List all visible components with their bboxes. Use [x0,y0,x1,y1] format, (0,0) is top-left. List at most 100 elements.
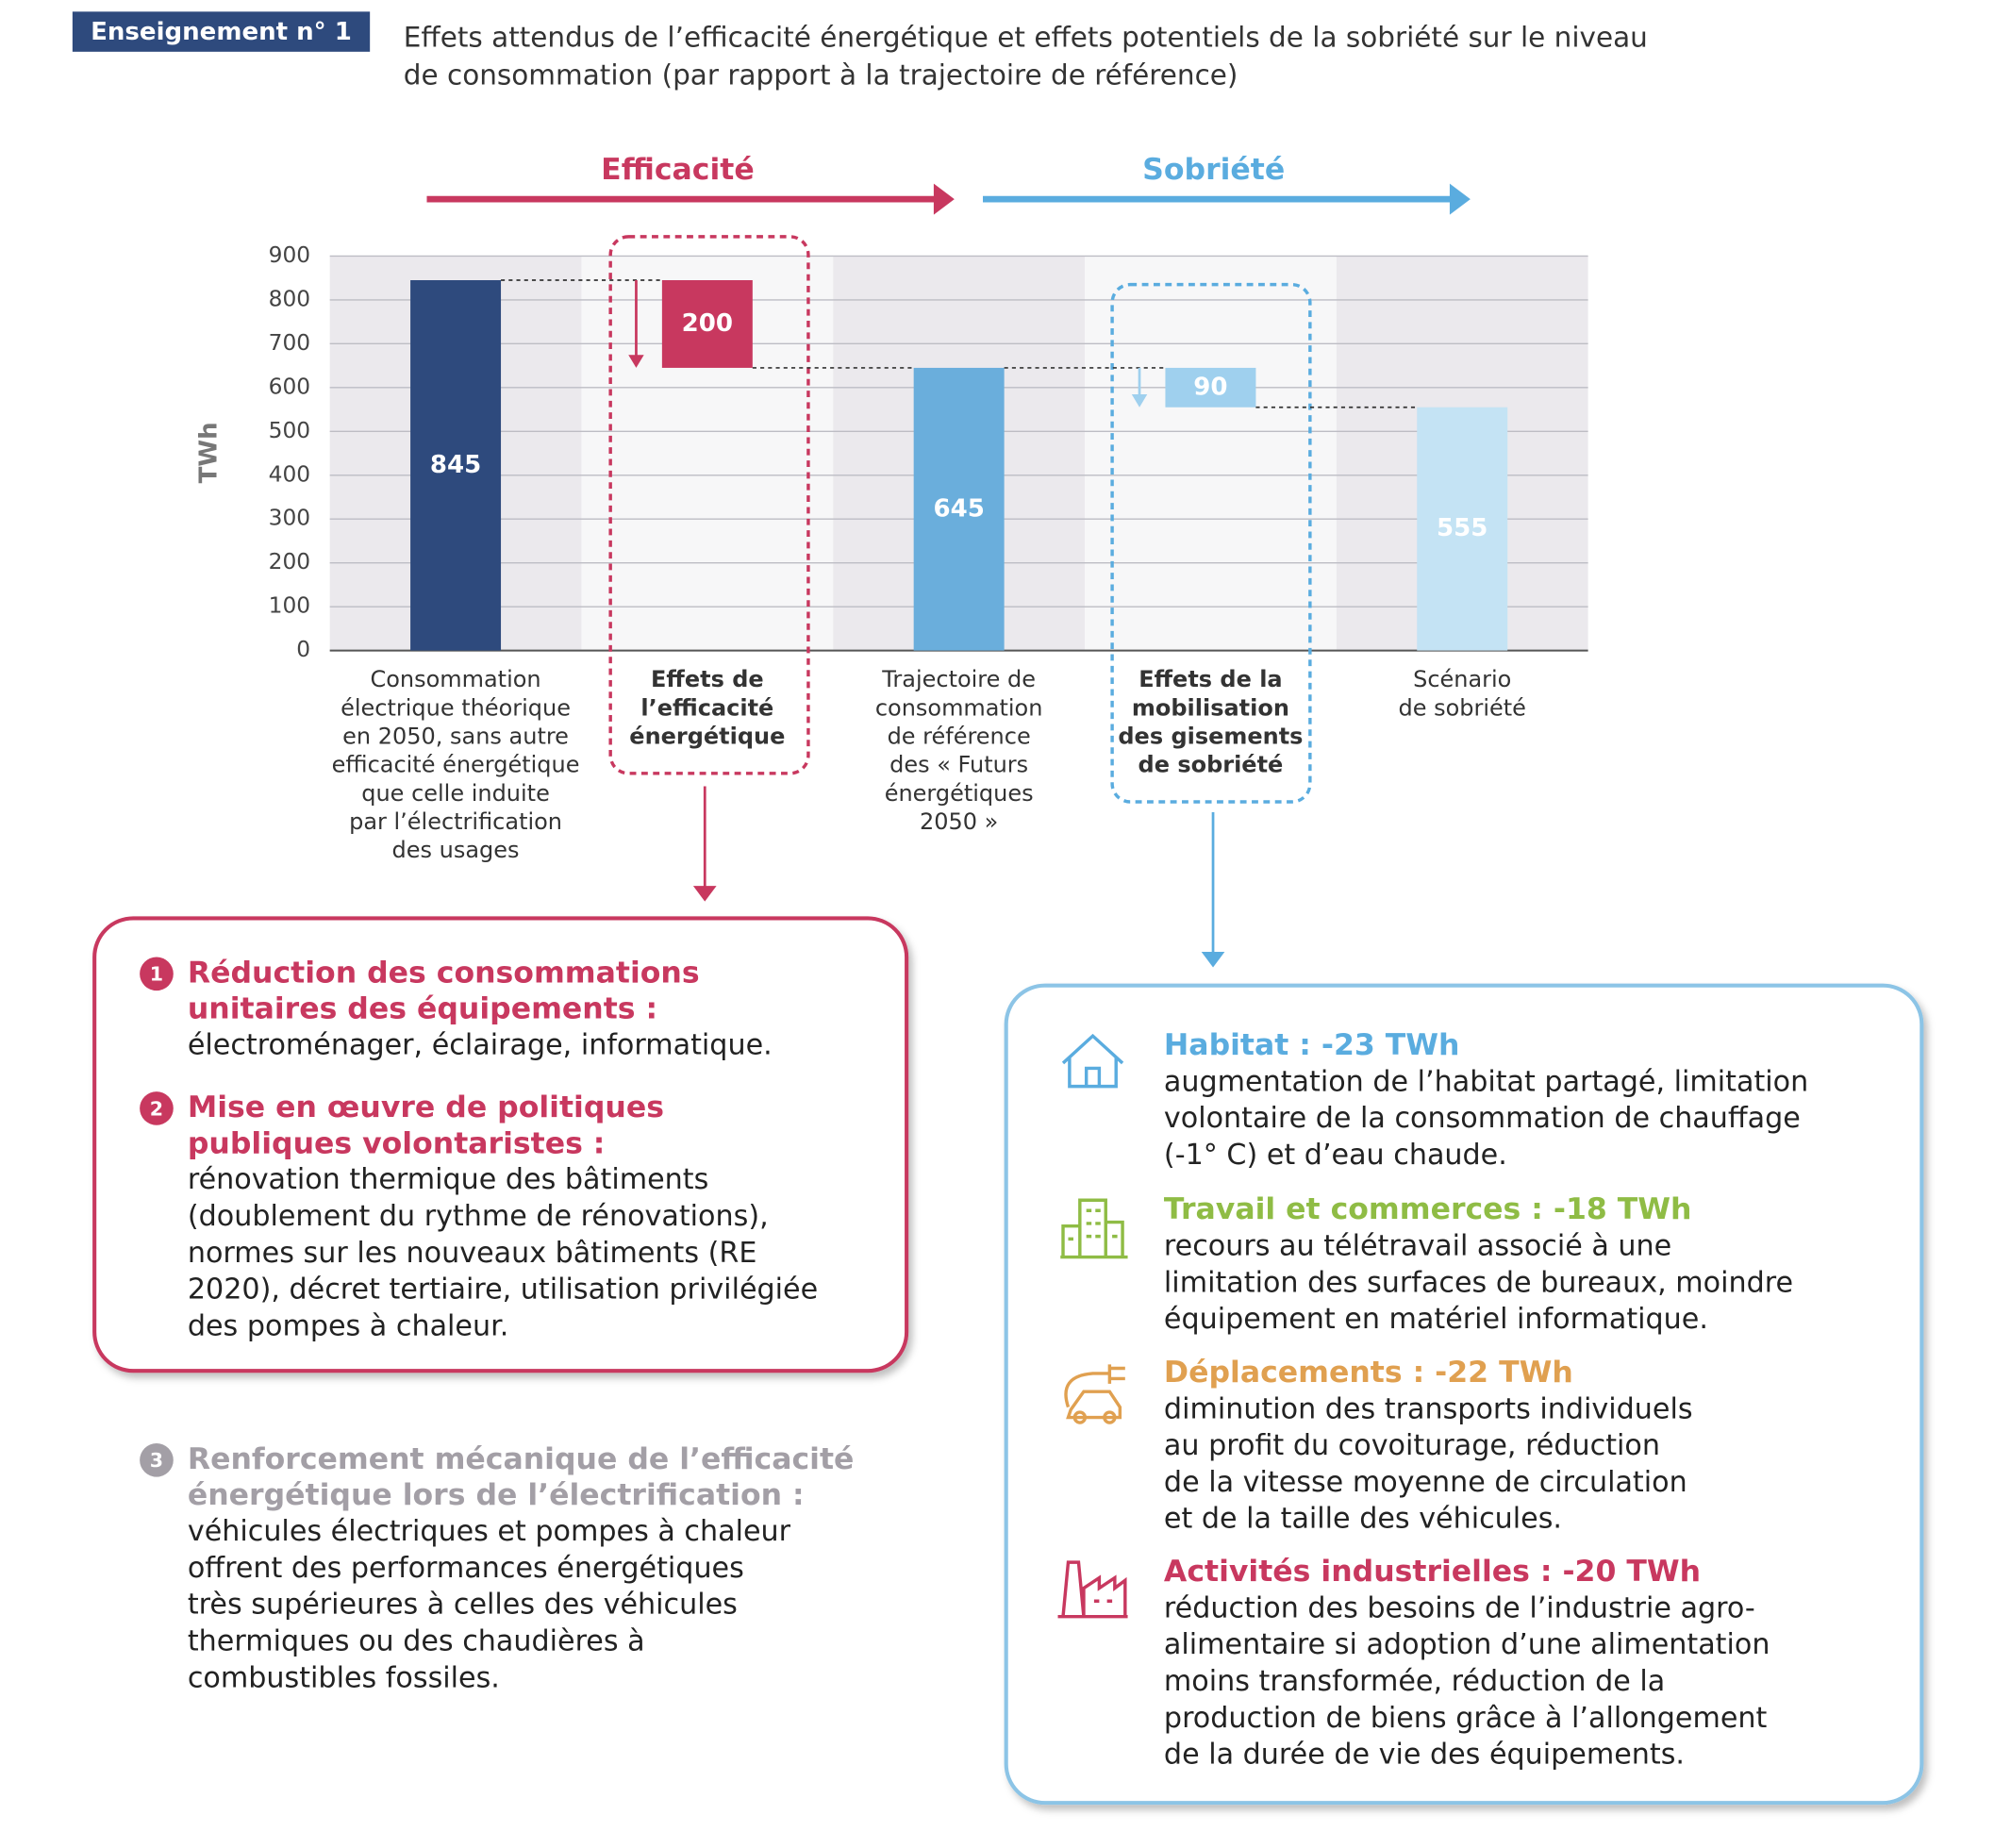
x-tick-label: mobilisation [1132,694,1289,721]
item-body: 2020), décret tertiaire, utilisation pri… [188,1274,818,1307]
icon-building [1060,1198,1128,1259]
x-tick-label: 2050 » [920,808,998,835]
decrease-arrow-head [628,355,644,368]
icon-car [1064,1364,1125,1424]
x-tick-label: de sobriété [1398,694,1525,721]
item-body: production de biens grâce à l’allongemen… [1164,1702,1768,1735]
x-tick-label: énergétiques [885,780,1034,807]
phase-label: Sobriété [1142,153,1285,187]
item-body: des pompes à chaleur. [188,1309,508,1342]
sobriety-panel [1004,983,1924,1806]
item-body: véhicules électriques et pompes à chaleu… [188,1515,791,1548]
icon-house [1061,1033,1124,1089]
x-tick-label: Effets de la [1138,666,1282,692]
item-body: très supérieures à celles des véhicules [188,1589,738,1622]
icons [1057,1033,1128,1619]
icon-factory [1057,1560,1128,1619]
link-arrow-head [692,886,717,902]
bar [410,280,502,651]
decrease-arrow-head [1131,394,1148,408]
bar [661,280,753,368]
item-heading: énergétique lors de l’électrification : [188,1478,805,1512]
bar [913,367,1005,651]
item-body: limitation des surfaces de bureaux, moin… [1164,1266,1793,1299]
phase-arrow-head [933,183,955,215]
item-body: électroménager, éclairage, informatique. [188,1029,773,1062]
y-tick-label: 300 [269,506,310,531]
item-body: offrent des performances énergétiques [188,1552,744,1585]
x-tick-label: des gisements [1118,723,1303,749]
x-tick-label: par l’électrification [349,808,562,835]
item-body: réduction des besoins de l’industrie agr… [1164,1591,1755,1624]
plot-band [1085,256,1337,651]
x-tick-label: Effets de [651,666,764,692]
item-number-badge [140,1091,174,1125]
item-body: moins transformée, réduction de la [1164,1665,1665,1698]
item-number: 1 [150,963,163,986]
x-tick-label: Trajectoire de [881,666,1036,692]
y-tick-label: 500 [269,418,310,443]
item-heading: Habitat : -23 TWh [1164,1028,1460,1062]
y-tick-label: 600 [269,374,310,399]
value-label: 845 [430,451,481,479]
badge [72,11,371,52]
bar [1417,407,1508,651]
link-arrow-head [1201,952,1225,968]
item-body: (-1° C) et d’eau chaude. [1164,1139,1507,1172]
item-number-badge [140,957,174,991]
y-tick-label: 100 [269,593,310,619]
value-label: 200 [682,309,733,338]
item-body: équipement en matériel informatique. [1164,1303,1708,1336]
item-body: rénovation thermique des bâtiments [188,1163,708,1196]
item-heading: Mise en œuvre de politiques [188,1090,664,1124]
item-body: augmentation de l’habitat partagé, limit… [1164,1065,1808,1098]
y-tick-label: 400 [269,461,310,487]
y-tick-label: 200 [269,549,310,574]
phase-label: Efficacité [601,153,755,187]
item-heading: unitaires des équipements : [188,992,657,1026]
x-tick-label: de sobriété [1138,752,1284,778]
item-body: volontaire de la consommation de chauffa… [1164,1102,1801,1135]
title: de consommation (par rapport à la trajec… [404,58,1238,91]
item-body: alimentaire si adoption d’une alimentati… [1164,1628,1770,1661]
item-body: (doublement du rythme de rénovations), [188,1200,769,1233]
badge-text: Enseignement n° 1 [91,18,352,46]
x-tick-label: énergétique [629,723,785,749]
item-heading: Renforcement mécanique de l’efficacité [188,1442,855,1476]
x-tick-label: Scénario [1413,666,1511,692]
value-label: 645 [933,494,984,523]
y-tick-label: 900 [269,242,310,268]
item-body: thermiques ou des chaudières à [188,1624,645,1657]
x-tick-label: Consommation [370,666,540,692]
efficiency-panel [92,916,909,1374]
y-tick-label: 700 [269,330,310,356]
item-heading: Travail et commerces : -18 TWh [1164,1192,1692,1226]
value-label: 90 [1193,373,1227,401]
x-tick-label: l’efficacité [640,694,773,721]
x-tick-label: des « Futurs [889,752,1028,778]
x-tick-label: en 2050, sans autre [342,723,569,749]
item-body: de la durée de vie des équipements. [1164,1739,1685,1772]
y-axis-label: TWh [195,422,224,483]
item-heading: Activités industrielles : -20 TWh [1164,1555,1701,1589]
y-tick-label: 800 [269,286,310,311]
bar [1165,367,1256,408]
x-tick-label: des usages [392,837,520,863]
item-body: normes sur les nouveaux bâtiments (RE [188,1237,757,1270]
phase-arrow-head [1449,183,1471,215]
item-number: 3 [150,1449,163,1472]
item-number: 2 [150,1097,163,1120]
item-body: recours au télétravail associé à une [1164,1230,1671,1263]
title: Effets attendus de l’efficacité énergéti… [404,22,1648,54]
item-body: combustibles fossiles. [188,1661,500,1694]
y-tick-label: 0 [296,637,310,662]
highlight-box [1110,282,1312,804]
item-number-badge [140,1443,174,1477]
item-body: diminution des transports individuels [1164,1392,1693,1425]
item-heading: Réduction des consommations [188,956,700,990]
x-tick-label: consommation [875,694,1043,721]
x-tick-label: électrique théorique [341,694,571,721]
item-body: au profit du covoiturage, réduction [1164,1429,1660,1462]
item-heading: Déplacements : -22 TWh [1164,1356,1573,1390]
